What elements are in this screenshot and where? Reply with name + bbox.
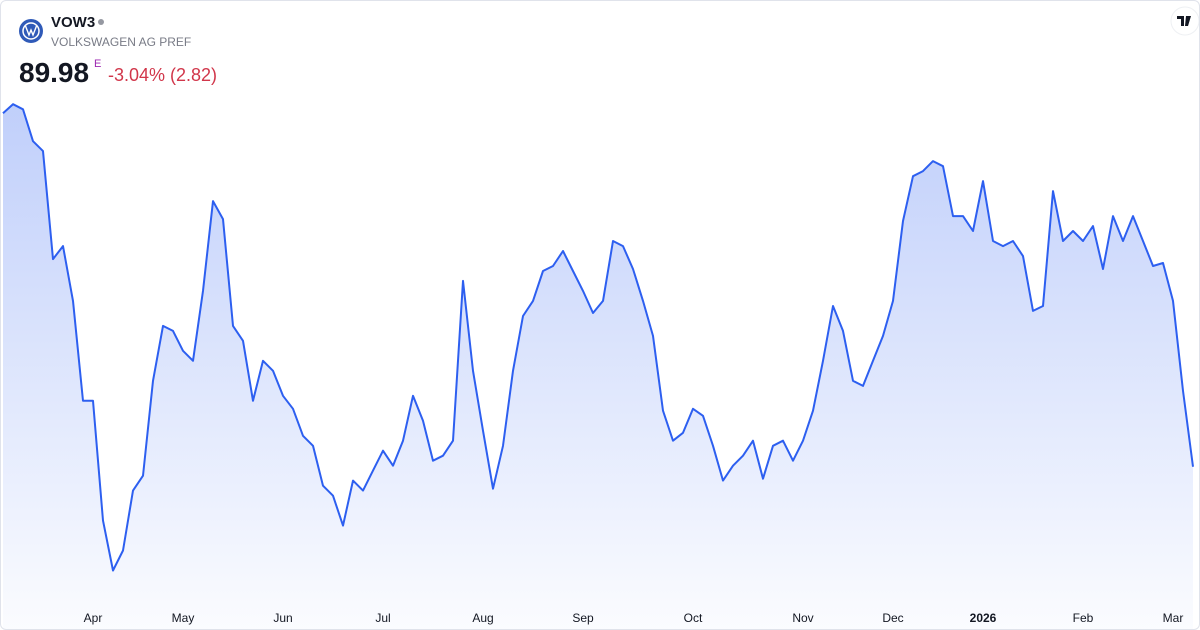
x-tick-label: May (172, 611, 195, 625)
x-tick-label: Mar (1163, 611, 1184, 625)
x-tick-label: Aug (472, 611, 493, 625)
x-tick-label: Oct (684, 611, 703, 625)
x-tick-label: 2026 (970, 611, 997, 625)
price-change: -3.04% (2.82) (108, 65, 217, 85)
tv-logo (1170, 6, 1199, 36)
logo (19, 19, 43, 43)
market-status: E (94, 58, 101, 70)
line (2, 103, 1194, 572)
ticker: VOW3 (51, 14, 95, 31)
x-tick-label: Nov (792, 611, 813, 625)
x-tick-label: Sep (572, 611, 594, 625)
x-tick-label: Dec (882, 611, 903, 625)
x-tick-label: Jun (273, 611, 292, 625)
company-name: VOLKSWAGEN AG PREF (51, 35, 191, 49)
area (3, 104, 1193, 629)
x-tick-label: Feb (1073, 611, 1094, 625)
status-dot (98, 19, 104, 25)
x-tick-label: Jul (375, 611, 390, 625)
last-price: 89.98 (19, 57, 89, 88)
x-tick-label: Apr (84, 611, 103, 625)
